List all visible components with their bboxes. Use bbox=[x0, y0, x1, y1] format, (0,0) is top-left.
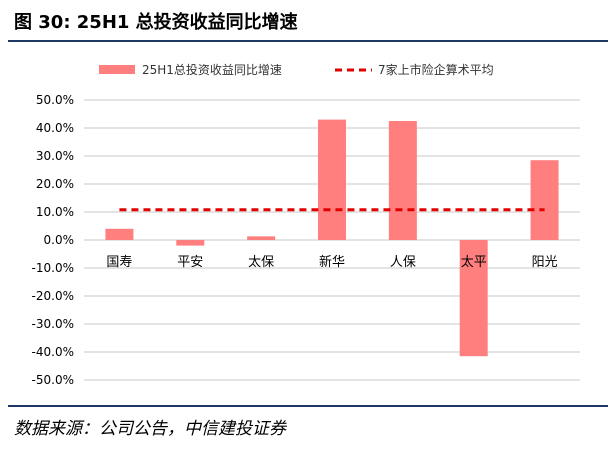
y-axis-ticks: 50.0% 40.0% 30.0% 20.0% 10.0% 0.0% -10.0% -20.0… bbox=[32, 93, 74, 387]
bars bbox=[105, 119, 559, 357]
y-tick-label: 10.0% bbox=[36, 205, 74, 219]
y-tick-label: 30.0% bbox=[36, 149, 74, 163]
y-tick-label: -20.0% bbox=[32, 289, 74, 303]
category-labels: 国寿 平安 太保 新华 人保 太平 阳光 bbox=[106, 254, 557, 270]
bar-太保 bbox=[247, 236, 276, 240]
legend-bar-swatch bbox=[99, 65, 135, 74]
y-tick-label: -40.0% bbox=[32, 345, 74, 359]
y-tick-label: 0.0% bbox=[44, 233, 75, 247]
bar-平安 bbox=[176, 240, 205, 246]
bottom-rule bbox=[8, 405, 608, 407]
bar-太平 bbox=[459, 240, 488, 357]
y-tick-label: -50.0% bbox=[32, 373, 74, 387]
bar-人保 bbox=[388, 121, 417, 240]
top-rule bbox=[8, 40, 608, 42]
x-category-label: 太保 bbox=[248, 255, 274, 270]
source-note: 数据来源：公司公告，中信建投证券 bbox=[14, 419, 286, 439]
x-category-label: 国寿 bbox=[106, 255, 132, 270]
y-tick-label: 40.0% bbox=[36, 121, 74, 135]
x-category-label: 人保 bbox=[390, 255, 416, 270]
y-tick-label: 20.0% bbox=[36, 177, 74, 191]
x-category-label: 新华 bbox=[319, 254, 345, 270]
legend-line-label: 7家上市险企算术平均 bbox=[378, 62, 494, 77]
chart-title: 图 30: 25H1 总投资收益同比增速 bbox=[14, 12, 298, 33]
bar-新华 bbox=[318, 119, 346, 240]
x-category-label: 阳光 bbox=[532, 255, 558, 270]
bar-阳光 bbox=[530, 160, 559, 240]
legend-bar-label: 25H1总投资收益同比增速 bbox=[142, 62, 282, 77]
legend: 25H1总投资收益同比增速 7家上市险企算术平均 bbox=[99, 62, 494, 77]
x-category-label: 太平 bbox=[461, 255, 487, 270]
y-tick-label: 50.0% bbox=[36, 93, 74, 107]
x-category-label: 平安 bbox=[177, 255, 203, 270]
bar-国寿 bbox=[105, 228, 134, 240]
y-tick-label: -10.0% bbox=[32, 261, 74, 275]
y-tick-label: -30.0% bbox=[32, 317, 74, 331]
